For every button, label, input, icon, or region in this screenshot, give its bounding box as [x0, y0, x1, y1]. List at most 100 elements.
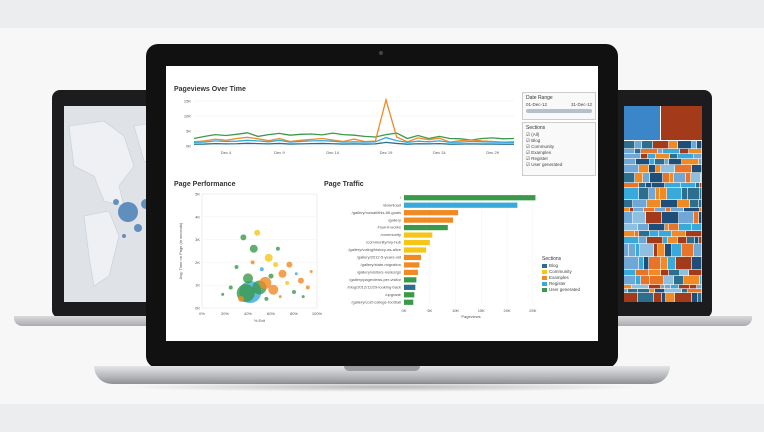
bar: [404, 269, 418, 276]
category-label: /gallery/voting/history-as-alive: [348, 247, 401, 252]
treemap-cell: [672, 244, 682, 257]
treemap-cell: [661, 257, 668, 270]
treemap-cell: [641, 154, 648, 159]
treemap-cell: [650, 289, 655, 293]
treemap-cell: [649, 285, 661, 289]
treemap-cell: [634, 208, 644, 212]
treemap-cell: [641, 276, 650, 285]
x-tick-label: 25K: [529, 308, 536, 313]
filter-option-examples[interactable]: ☑ Examples: [526, 150, 552, 155]
treemap-cell: [682, 289, 688, 293]
treemap-cell: [649, 257, 661, 270]
bar: [404, 284, 416, 290]
treemap-cell: [695, 237, 699, 244]
category-label: /gallery/nowall/this-86-goals: [352, 210, 401, 215]
scatter-point: [259, 267, 264, 272]
treemap-cell: [646, 212, 662, 224]
treemap-cell: [669, 224, 679, 231]
x-tick-label: 100%: [312, 311, 322, 316]
category-label: /gallery/2012-5-years-old: [357, 255, 401, 260]
treemap-cell: [624, 141, 635, 149]
treemap-cell: [666, 293, 675, 302]
treemap-cell: [638, 224, 649, 231]
treemap-cell: [646, 183, 652, 188]
sections-filter-label: Sections: [526, 125, 546, 131]
treemap-cell: [696, 183, 700, 188]
treemap-cell: [678, 200, 690, 208]
treemap-cell: [658, 149, 663, 154]
bar: [404, 262, 420, 268]
treemap-cell: [692, 141, 697, 149]
legend-swatch: [542, 282, 547, 286]
treemap-cell: [639, 188, 649, 200]
treemap-cell: [661, 270, 669, 276]
treemap-cell: [682, 244, 694, 257]
treemap-cell: [675, 293, 692, 302]
x-tick-label: Dec 29: [486, 150, 499, 155]
treemap-cell: [648, 154, 656, 159]
treemap-cell: [661, 285, 665, 289]
treemap-cell: [635, 149, 641, 154]
treemap-cell: [669, 141, 678, 149]
legend-item-community: Community: [542, 269, 580, 275]
legend-label: Examples: [549, 275, 569, 280]
category-label: /community/my-hub: [366, 240, 402, 245]
y-tick-label: 0K: [195, 306, 200, 311]
y-tick-label: 4K: [195, 214, 200, 219]
scatter-point: [305, 285, 310, 290]
scatter-point: [273, 262, 279, 268]
treemap-cell: [655, 289, 665, 293]
treemap-cell: [692, 257, 702, 270]
x-tick-label: 15K: [478, 308, 485, 313]
treemap-cell: [665, 224, 669, 231]
scatter-point: [249, 244, 258, 253]
x-tick-label: 5K: [427, 308, 432, 313]
filter-option-register[interactable]: ☑ Register: [526, 156, 549, 161]
treemap-cell: [691, 173, 701, 183]
y-tick-label: 15K: [184, 99, 191, 104]
treemap-cell: [624, 106, 660, 140]
category-label: /community: [381, 232, 401, 237]
bar: [404, 217, 453, 223]
treemap-cell: [654, 244, 658, 257]
treemap-cell: [679, 285, 690, 289]
treemap-cell: [662, 212, 679, 224]
treemap-cell: [650, 173, 663, 183]
filter-option-all[interactable]: ☑ (All): [526, 132, 540, 137]
date-range-slider[interactable]: [526, 109, 592, 113]
treemap-cell: [694, 244, 702, 257]
category-label: /upgrade: [385, 292, 402, 297]
scatter-point: [259, 276, 272, 289]
pageviews-line-chart: 0K 5K 10K 15K Dec 4 Dec 9 Dec 14 Dec 19 Dec 24 De…: [184, 97, 515, 155]
treemap-cell: [656, 154, 670, 159]
scatter-point: [301, 295, 305, 299]
x-axis-label: % Exit: [254, 318, 266, 323]
treemap-cell: [686, 173, 691, 183]
treemap-cell: [649, 165, 656, 173]
camera-dot: [379, 51, 383, 55]
treemap-cell: [700, 276, 702, 285]
filter-option-community[interactable]: ☑ Community: [526, 144, 555, 149]
date-range-panel: Date Range 01-Dec-12 31-Dec-12: [522, 92, 596, 120]
filter-option-label: Examples: [531, 150, 552, 155]
treemap-cell: [654, 293, 662, 302]
x-tick-label: Dec 4: [221, 150, 232, 155]
treemap-cell: [636, 270, 649, 276]
treemap-cell: [624, 257, 639, 270]
scatter-point: [240, 234, 247, 241]
treemap-cell: [666, 208, 671, 212]
filter-option-blog[interactable]: ☑ Blog: [526, 138, 541, 143]
treemap-cell: [672, 231, 686, 237]
x-tick-label: 0%: [199, 311, 205, 316]
bar: [404, 224, 448, 231]
treemap-cell: [624, 212, 633, 224]
scatter-point: [268, 284, 279, 295]
treemap-cell: [661, 200, 678, 208]
legend-label: Blog: [549, 263, 559, 268]
treemap-cell: [678, 237, 687, 244]
treemap: [624, 106, 702, 302]
x-tick-label: Dec 24: [433, 150, 446, 155]
treemap-cell: [656, 188, 660, 200]
filter-option-user-generated[interactable]: ☑ User generated: [526, 162, 563, 167]
treemap-cell: [636, 159, 650, 165]
